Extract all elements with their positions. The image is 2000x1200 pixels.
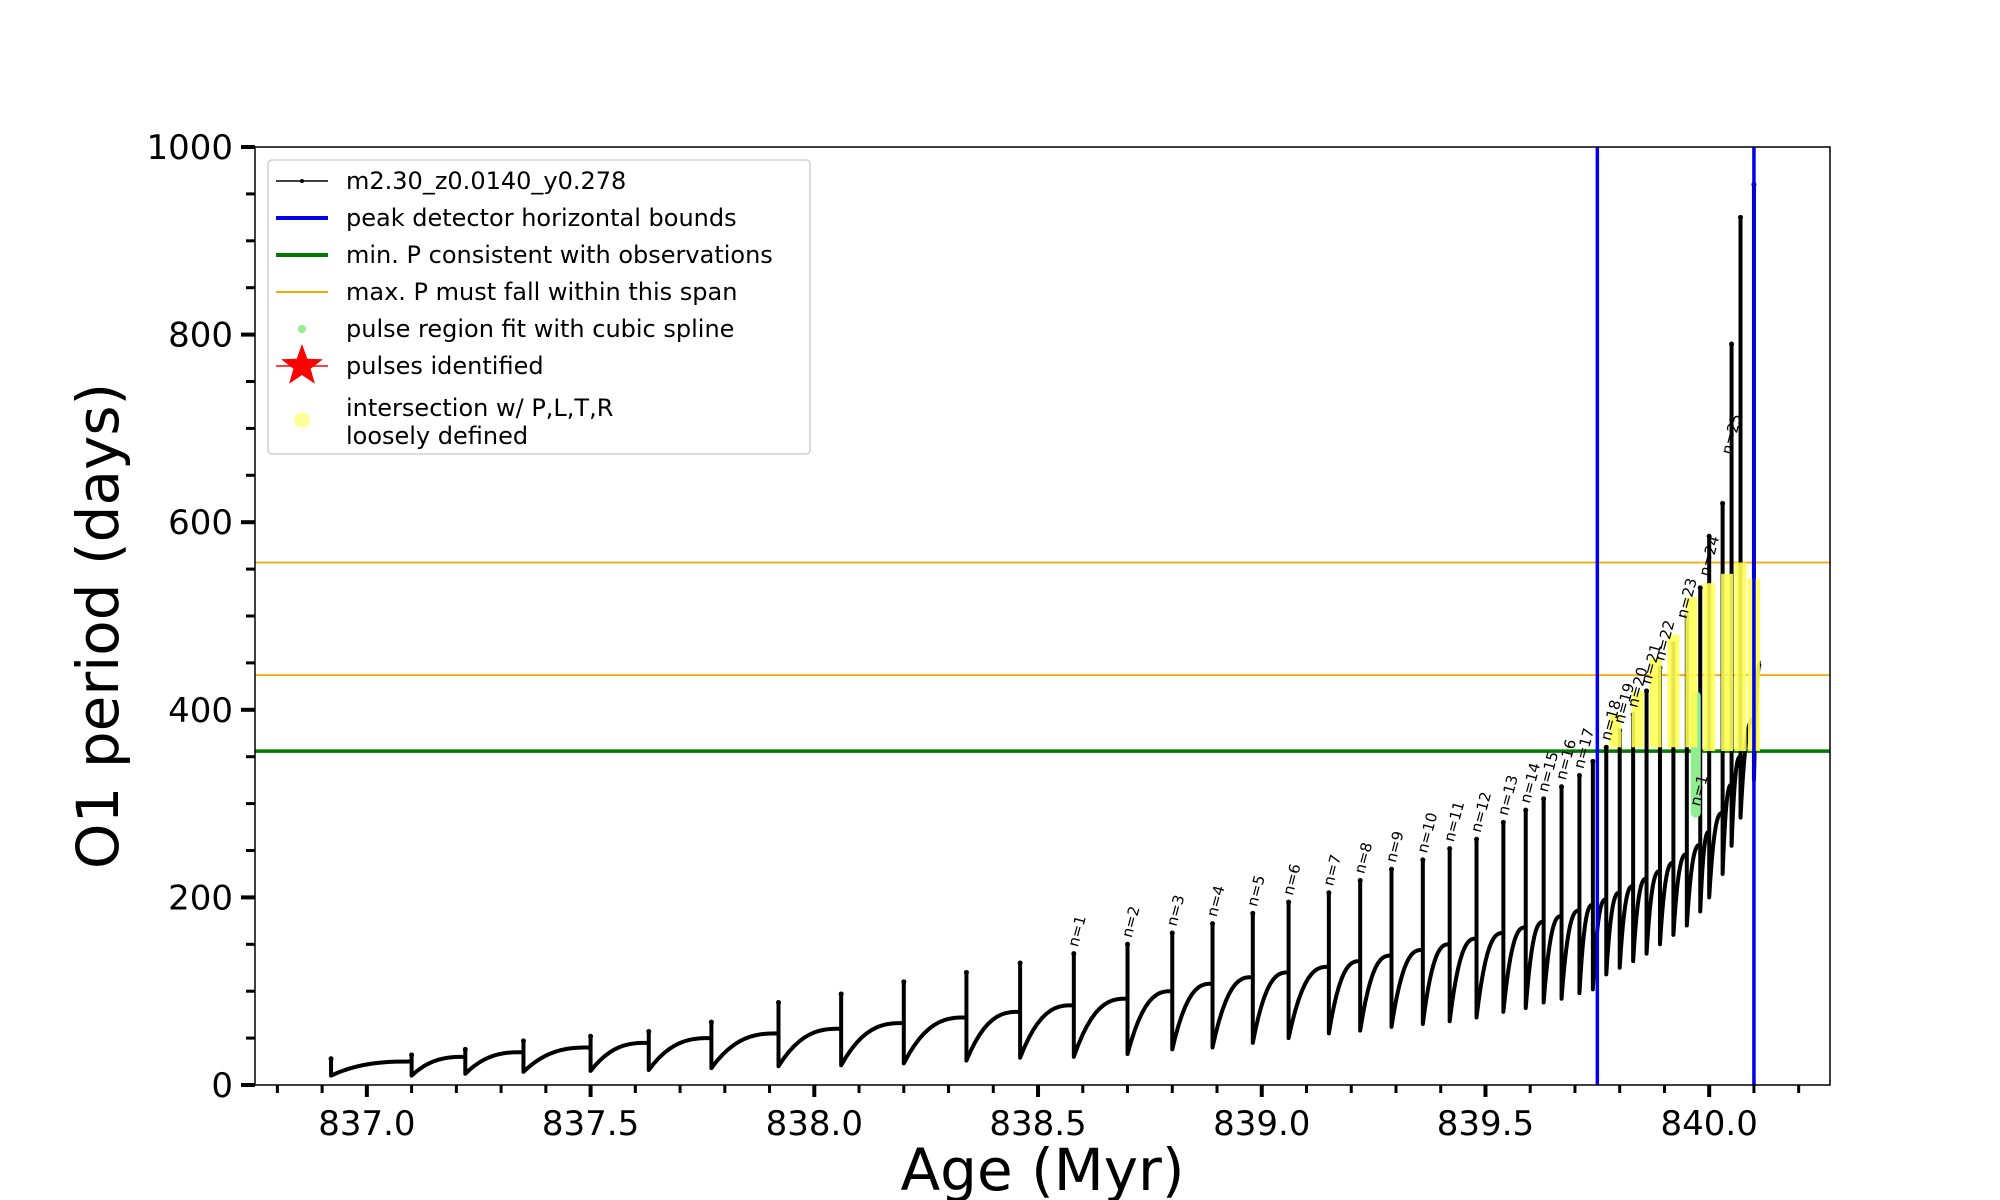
y-axis: 0 200 400 600 800 1000 xyxy=(146,128,255,1106)
pulse-label: n=10 xyxy=(1413,810,1441,854)
pulse-label: n=24 xyxy=(1695,534,1723,578)
pulse-peak-point xyxy=(1697,585,1703,591)
y-tick-label: 600 xyxy=(168,503,233,543)
pulse-label: n=3 xyxy=(1163,893,1189,928)
pulse-peak-point xyxy=(901,979,907,985)
x-tick-label: 840.0 xyxy=(1661,1104,1758,1144)
intersection-region xyxy=(1649,658,1662,748)
intersection-region xyxy=(1721,573,1734,752)
x-tick-label: 838.5 xyxy=(989,1104,1086,1144)
star-icon xyxy=(281,344,323,384)
pulse-peak-point xyxy=(588,1033,594,1039)
intersection-region xyxy=(1631,691,1644,748)
legend-marker xyxy=(298,325,306,333)
pulse-peak-point xyxy=(963,969,969,975)
pulse-peak-point xyxy=(1125,941,1131,947)
y-tick-label: 200 xyxy=(168,878,233,918)
pulse-label: n=7 xyxy=(1319,853,1345,888)
pulse-label: n=11 xyxy=(1440,799,1468,843)
pulse-peak-point xyxy=(1286,899,1292,905)
pulse-peak-point xyxy=(409,1052,415,1058)
pulse-peak-point xyxy=(1210,921,1216,927)
pulse-peak-point xyxy=(1326,890,1332,896)
data-series xyxy=(328,182,1763,1078)
legend-label: peak detector horizontal bounds xyxy=(346,204,737,232)
pulse-label: n=9 xyxy=(1382,829,1408,864)
pulse-peak-point xyxy=(1071,951,1077,957)
x-tick-label: 839.5 xyxy=(1437,1104,1534,1144)
pulse-peak-point xyxy=(328,1056,334,1062)
pulse-label: n=8 xyxy=(1351,840,1377,875)
pulse-peak-point xyxy=(1523,807,1529,813)
pulse-annotations: n=1 n=2 n=3 n=4 n=5 n=6 n=7 n=8 n=9 n=10n=11n=12 n… xyxy=(1064,412,1745,949)
legend-label: loosely defined xyxy=(346,422,528,450)
horizontal-reference-lines xyxy=(255,561,1830,753)
legend-marker xyxy=(300,179,304,183)
intersection-region xyxy=(1734,562,1747,752)
pulse-label: n=2 xyxy=(1118,904,1144,939)
pulse-label: n=12 xyxy=(1467,790,1495,834)
pulse-peak-point xyxy=(1590,758,1596,764)
legend-label: max. P must fall within this span xyxy=(346,278,737,306)
x-tick-label: 837.5 xyxy=(542,1104,639,1144)
pulse-peak-point xyxy=(1644,688,1650,694)
pulse-peak-point xyxy=(1169,930,1175,936)
intersection-region xyxy=(1667,634,1680,748)
pulse-peak-point xyxy=(1541,796,1547,802)
pulse-peak-point xyxy=(1447,846,1453,852)
x-tick-label: 837.0 xyxy=(318,1104,415,1144)
y-tick-label: 400 xyxy=(168,691,233,731)
pulse-peak-point xyxy=(1500,819,1506,825)
legend-label: min. P consistent with observations xyxy=(346,241,773,269)
pulse-peak-point xyxy=(1706,533,1712,539)
pulse-peak-point xyxy=(1738,214,1744,220)
pulse-peak-point xyxy=(520,1038,526,1044)
x-tick-label: 839.0 xyxy=(1213,1104,1310,1144)
pulse-peak-point xyxy=(1474,836,1480,842)
pulse-peak-point xyxy=(776,999,782,1005)
pulse-peak-point xyxy=(1603,744,1609,750)
pulse-label: n=5 xyxy=(1243,873,1269,908)
pulse-peak-point xyxy=(1559,784,1565,790)
legend-label: pulses identified xyxy=(346,352,544,380)
vertical-bound-lines xyxy=(1595,147,1756,1085)
legend-label: pulse region fit with cubic spline xyxy=(346,315,734,343)
pulse-peak-point xyxy=(838,991,844,997)
pulse-label: n=4 xyxy=(1203,883,1229,918)
legend-label: m2.30_z0.0140_y0.278 xyxy=(346,167,626,195)
x-tick-label: 838.0 xyxy=(766,1104,863,1144)
pulse-peak-point xyxy=(1420,857,1426,863)
pulse-peak-point xyxy=(1576,772,1582,778)
pulse-peak-point xyxy=(646,1029,652,1035)
pulse-peak-point xyxy=(462,1046,468,1052)
y-tick-label: 0 xyxy=(211,1066,233,1106)
x-axis: 837.0 837.5 838.0 838.5 839.0 839.5 840.0 xyxy=(275,1085,1801,1144)
pulse-peak-point xyxy=(1250,910,1256,916)
pulse-peak-point xyxy=(1720,500,1726,506)
pulse-peak-point xyxy=(1729,341,1735,347)
pulse-label: n=6 xyxy=(1279,862,1305,897)
intersection-region xyxy=(1685,597,1698,748)
x-axis-title: Age (Myr) xyxy=(900,1136,1184,1200)
y-tick-label: 1000 xyxy=(146,128,233,168)
pulse-peak-point xyxy=(1357,878,1363,884)
pulse-peak-point xyxy=(708,1019,714,1025)
highlight-regions xyxy=(1609,562,1760,818)
legend-marker xyxy=(294,412,310,428)
legend-label: intersection w/ P,L,T,R xyxy=(346,394,613,422)
y-axis-title: O1 period (days) xyxy=(64,383,132,869)
pulse-peak-point xyxy=(1389,866,1395,872)
series-line xyxy=(329,184,1763,1078)
legend-box xyxy=(267,159,811,455)
intersection-region xyxy=(1703,583,1716,752)
pulse-label: n=1 xyxy=(1064,914,1090,949)
y-tick-label: 800 xyxy=(168,316,233,356)
pulse-peak-point xyxy=(1017,960,1023,966)
intersection-region xyxy=(1609,714,1622,748)
